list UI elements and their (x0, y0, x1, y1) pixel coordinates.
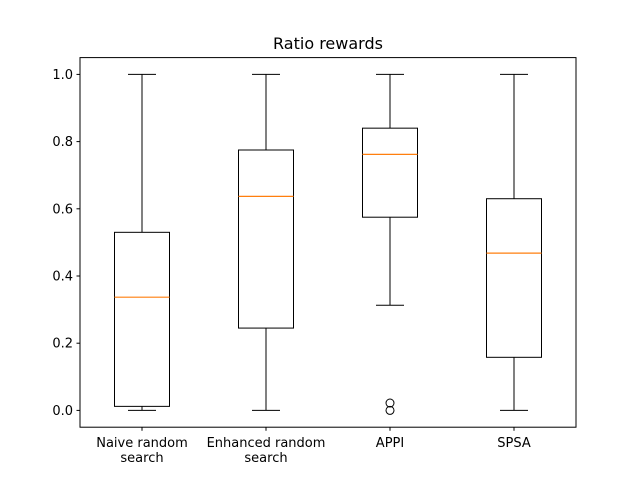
box-group (114, 73, 170, 411)
x-tick-label: search (120, 451, 163, 466)
x-tick-label: Naive random (96, 436, 188, 451)
box-series (114, 73, 542, 415)
box-group (238, 73, 294, 411)
outlier-point (385, 398, 395, 408)
y-axis: 0.0 0.2 0.4 0.6 0.8 1.0 (52, 68, 80, 419)
box-iqr (238, 149, 294, 329)
y-tick-label: 0.6 (52, 202, 73, 217)
y-tick-label: 0.4 (52, 270, 73, 285)
plot-area (79, 57, 577, 428)
x-tick-label: APPI (376, 436, 404, 451)
x-tick-label: Enhanced random (207, 436, 326, 451)
x-tick-label: search (244, 451, 287, 466)
outlier-point (385, 405, 395, 415)
box-group (362, 73, 418, 415)
box-group (486, 73, 542, 411)
y-tick-label: 1.0 (52, 68, 73, 83)
box-iqr (486, 198, 542, 358)
y-tick-label: 0.0 (52, 404, 73, 419)
box-iqr (114, 231, 170, 407)
y-tick-label: 0.8 (52, 135, 73, 150)
y-tick-label: 0.2 (52, 337, 73, 352)
box-iqr (362, 127, 418, 218)
chart-title: Ratio rewards (273, 34, 383, 53)
x-tick-label: SPSA (497, 436, 531, 451)
